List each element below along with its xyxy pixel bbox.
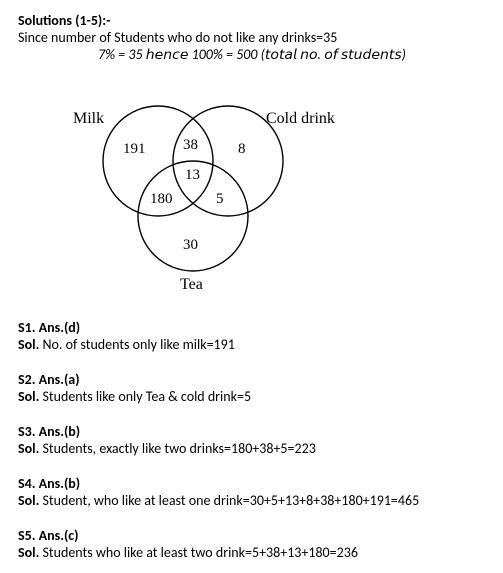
header-derivation-line: 7% = 35 𝘩𝘦𝘯𝘤𝘦 100% = 500 (𝘵𝘰𝘵𝘢𝘭 𝘯𝘰. 𝘰𝘧 𝘴… [98,46,485,63]
solution-5-answer: S5. Ans.(c) [18,527,485,544]
venn-label-milk: Milk [73,110,104,127]
solution-3-answer: S3. Ans.(b) [18,423,485,440]
venn-value-milk-tea: 180 [150,191,173,207]
sol-text: Students who like at least two drink=5+3… [39,544,358,561]
venn-value-cold-tea: 5 [216,191,224,207]
venn-value-center: 13 [185,167,200,183]
solution-2-explanation: Sol. Students like only Tea & cold drink… [18,388,485,405]
solution-3-explanation: Sol. Students, exactly like two drinks=1… [18,440,485,457]
sol-prefix: Sol. [18,388,39,405]
solution-1: S1. Ans.(d) Sol. No. of students only li… [18,319,485,353]
venn-svg: Milk Cold drink Tea 191 8 30 38 180 5 13 [18,81,358,291]
venn-label-cold: Cold drink [266,110,335,127]
venn-label-tea: Tea [180,276,203,293]
solutions-title: Solutions (1-5):- [18,12,485,29]
solution-5-explanation: Sol. Students who like at least two drin… [18,544,485,561]
sol-prefix: Sol. [18,492,39,509]
sol-prefix: Sol. [18,544,39,561]
sol-prefix: Sol. [18,440,39,457]
solution-2-answer: S2. Ans.(a) [18,371,485,388]
solution-2: S2. Ans.(a) Sol. Students like only Tea … [18,371,485,405]
venn-value-milk-only: 191 [123,141,146,157]
venn-diagram: Milk Cold drink Tea 191 8 30 38 180 5 13 [18,81,358,291]
header-context-line: Since number of Students who do not like… [18,29,485,46]
venn-value-milk-cold: 38 [183,137,198,153]
sol-prefix: Sol. [18,336,39,353]
solution-4: S4. Ans.(b) Sol. Student, who like at le… [18,475,485,509]
solution-5: S5. Ans.(c) Sol. Students who like at le… [18,527,485,561]
solution-1-explanation: Sol. No. of students only like milk=191 [18,336,485,353]
solution-4-explanation: Sol. Student, who like at least one drin… [18,492,485,509]
sol-text: Student, who like at least one drink=30+… [39,492,419,509]
solution-1-answer: S1. Ans.(d) [18,319,485,336]
sol-text: No. of students only like milk=191 [39,336,235,353]
solution-3: S3. Ans.(b) Sol. Students, exactly like … [18,423,485,457]
venn-value-cold-only: 8 [238,141,246,157]
sol-text: Students like only Tea & cold drink=5 [39,388,251,405]
venn-value-tea-only: 30 [183,237,198,253]
sol-text: Students, exactly like two drinks=180+38… [39,440,315,457]
solution-4-answer: S4. Ans.(b) [18,475,485,492]
